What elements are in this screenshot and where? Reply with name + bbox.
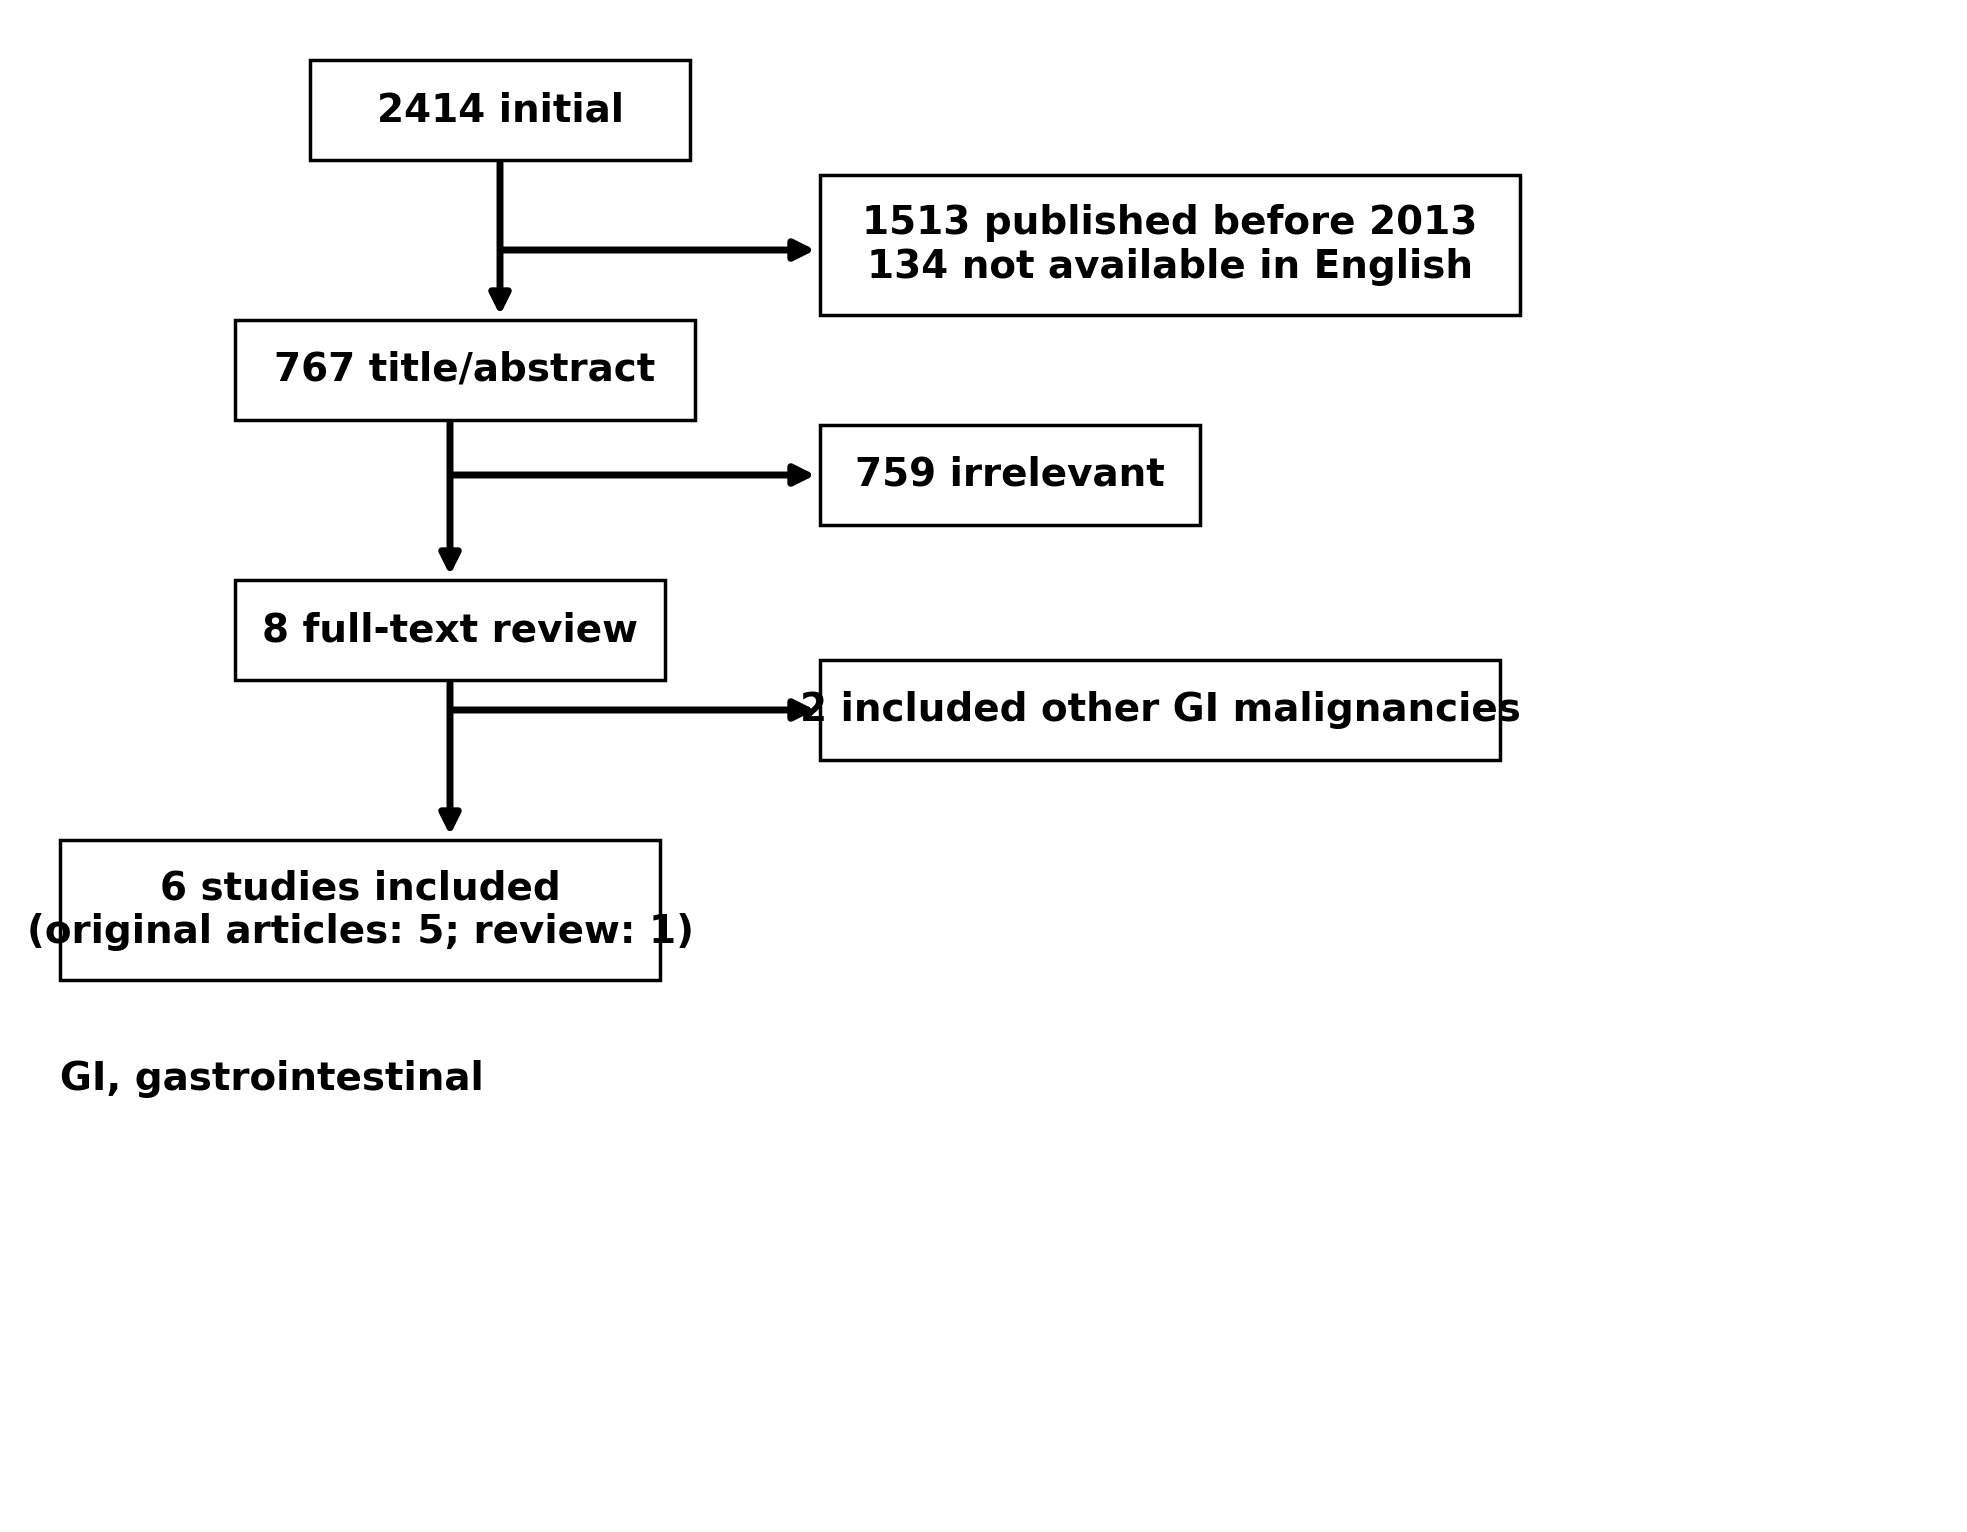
- FancyBboxPatch shape: [234, 320, 694, 420]
- FancyBboxPatch shape: [234, 581, 665, 680]
- FancyBboxPatch shape: [820, 660, 1501, 760]
- Text: 2414 initial: 2414 initial: [376, 90, 624, 129]
- FancyBboxPatch shape: [820, 175, 1520, 316]
- Text: GI, gastrointestinal: GI, gastrointestinal: [61, 1060, 484, 1098]
- FancyBboxPatch shape: [61, 840, 661, 980]
- Text: 767 title/abstract: 767 title/abstract: [273, 351, 655, 389]
- Text: 8 full-text review: 8 full-text review: [262, 611, 637, 650]
- Text: 2 included other GI malignancies: 2 included other GI malignancies: [799, 691, 1520, 729]
- Text: 6 studies included
(original articles: 5; review: 1): 6 studies included (original articles: 5…: [26, 869, 694, 951]
- Text: 1513 published before 2013
134 not available in English: 1513 published before 2013 134 not avail…: [862, 204, 1477, 286]
- Text: 759 irrelevant: 759 irrelevant: [856, 457, 1164, 493]
- FancyBboxPatch shape: [311, 60, 690, 159]
- FancyBboxPatch shape: [820, 424, 1200, 525]
